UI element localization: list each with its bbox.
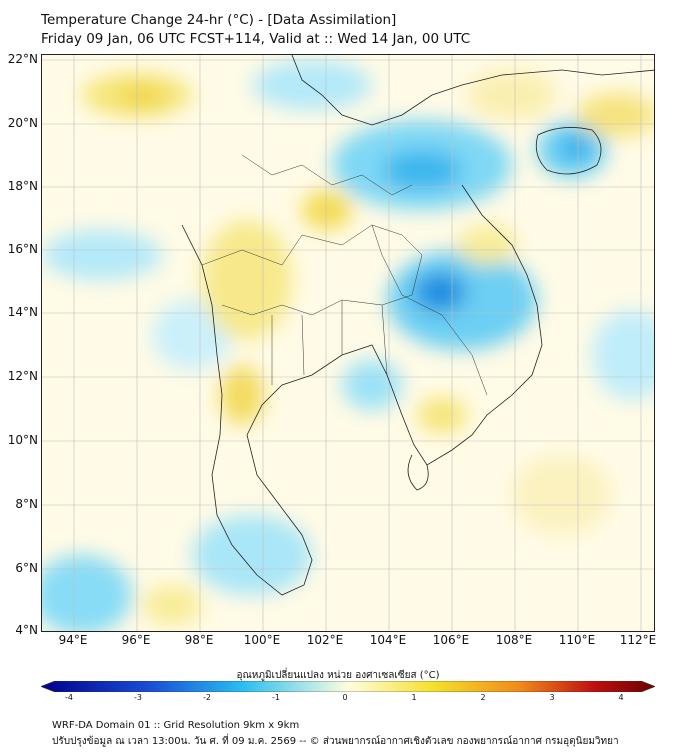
coastlines (181, 55, 654, 596)
lon-label: 110°E (558, 633, 596, 647)
colorbar-tick: 0 (342, 693, 348, 702)
colorbar-tick: -1 (272, 693, 280, 702)
lon-label: 104°E (369, 633, 407, 647)
lon-label: 102°E (306, 633, 344, 647)
lat-label: 14°N (7, 305, 38, 319)
lat-label: 8°N (15, 497, 38, 511)
colorbar (41, 681, 655, 692)
colorbar-tick: -3 (134, 693, 142, 702)
lon-label: 100°E (243, 633, 281, 647)
lon-label: 96°E (121, 633, 151, 647)
lon-label: 108°E (495, 633, 533, 647)
colorbar-title: อุณหภูมิเปลี่ยนแปลง หน่วย องศาเซลเซียส (… (236, 670, 440, 681)
colorbar-tick: 3 (549, 693, 555, 702)
lon-label: 106°E (432, 633, 470, 647)
colorbar-tick: 2 (480, 693, 486, 702)
lon-label: 98°E (184, 633, 214, 647)
lon-label: 112°E (619, 633, 657, 647)
lat-label: 22°N (7, 52, 38, 66)
lat-label: 18°N (7, 179, 38, 193)
lat-label: 10°N (7, 433, 38, 447)
footer-credit: ปรับปรุงข้อมูล ณ เวลา 13:00น. วัน ศ. ที่… (52, 736, 619, 747)
footer-model-info: WRF-DA Domain 01 :: Grid Resolution 9km … (52, 720, 300, 731)
map-title: Temperature Change 24-hr (°C) - [Data As… (41, 12, 397, 28)
graticule (42, 55, 654, 631)
lat-label: 4°N (15, 623, 38, 637)
temperature-change-map (41, 54, 655, 632)
map-field (42, 55, 654, 631)
lat-label: 16°N (7, 242, 38, 256)
lat-label: 6°N (15, 561, 38, 575)
colorbar-tick: 4 (618, 693, 624, 702)
lat-label: 12°N (7, 369, 38, 383)
map-subtitle: Friday 09 Jan, 06 UTC FCST+114, Valid at… (41, 31, 471, 47)
lat-label: 20°N (7, 116, 38, 130)
colorbar-tick: -2 (203, 693, 211, 702)
colorbar-tick: -4 (65, 693, 73, 702)
temperature-field (42, 60, 654, 631)
admin-borders (201, 154, 488, 396)
colorbar-tick: 1 (411, 693, 417, 702)
lon-label: 94°E (58, 633, 88, 647)
